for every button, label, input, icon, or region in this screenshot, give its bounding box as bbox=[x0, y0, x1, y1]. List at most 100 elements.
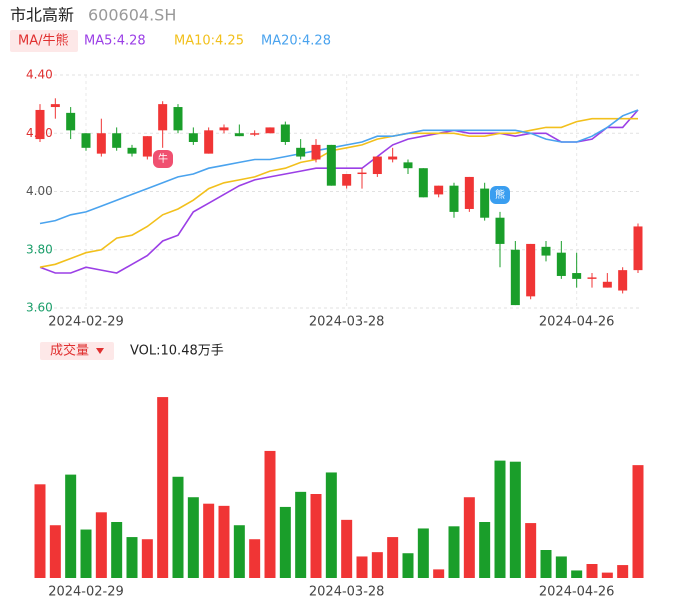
volume-bar bbox=[540, 550, 552, 578]
candle-body bbox=[510, 249, 520, 306]
y-tick-label: 4.00 bbox=[26, 184, 53, 198]
candle-body bbox=[602, 281, 612, 288]
candle-body bbox=[587, 277, 597, 279]
volume-bar bbox=[479, 522, 491, 578]
volume-bar bbox=[571, 570, 583, 578]
x-tick-label: 2024-02-29 bbox=[48, 315, 124, 330]
dropdown-arrow[interactable] bbox=[96, 348, 104, 354]
price-panel: 4.404.204.003.803.602024-02-292024-03-28… bbox=[26, 68, 643, 330]
volume-bar bbox=[141, 539, 153, 578]
candle-body bbox=[403, 162, 413, 169]
volume-bar bbox=[80, 529, 92, 578]
candle-body bbox=[449, 185, 459, 212]
volume-bar bbox=[203, 503, 215, 578]
candle-body bbox=[265, 127, 275, 134]
candle-body bbox=[234, 133, 244, 137]
candle-body bbox=[342, 174, 352, 186]
candle-body bbox=[526, 243, 536, 297]
volume-panel: 2024-02-29 2024-03-28 2024-04-26 bbox=[34, 397, 644, 600]
volume-bar bbox=[555, 556, 567, 578]
volume-bar bbox=[310, 494, 322, 578]
candle-body bbox=[280, 124, 290, 142]
volume-bar bbox=[65, 474, 77, 578]
bull-icon: 牛 bbox=[153, 150, 173, 168]
y-tick-label: 3.60 bbox=[26, 301, 53, 315]
volume-bar bbox=[632, 465, 644, 578]
candle-body bbox=[250, 133, 260, 135]
x-tick-label: 2024-03-28 bbox=[309, 585, 385, 600]
volume-bar bbox=[525, 523, 537, 578]
ma-line bbox=[39, 109, 639, 225]
candle-body bbox=[66, 112, 76, 131]
volume-bar bbox=[233, 525, 245, 578]
candle-body bbox=[35, 109, 45, 140]
x-tick-label: 2024-03-28 bbox=[309, 315, 385, 330]
candle-body bbox=[495, 217, 505, 244]
candle-body bbox=[112, 133, 122, 148]
volume-bar bbox=[172, 476, 184, 578]
candle-body bbox=[480, 188, 490, 218]
volume-bar bbox=[49, 525, 61, 578]
volume-bar bbox=[34, 484, 46, 578]
volume-bar bbox=[371, 552, 383, 578]
bull-label: 牛 bbox=[158, 152, 168, 165]
legend: MA5:4.28 MA10:4.25 MA20:4.28 bbox=[84, 34, 331, 49]
candle-body bbox=[372, 156, 382, 175]
volume-bar bbox=[126, 537, 138, 578]
volume-bar bbox=[494, 460, 506, 578]
candle-body bbox=[81, 133, 91, 148]
volume-bar bbox=[509, 461, 521, 578]
volume-value: VOL:10.48万手 bbox=[130, 344, 224, 359]
volume-bar bbox=[157, 397, 169, 578]
candle-body bbox=[572, 273, 582, 279]
volume-bar bbox=[586, 564, 598, 578]
candle-body bbox=[633, 226, 643, 271]
volume-bar bbox=[463, 497, 475, 578]
volume-bar bbox=[601, 572, 613, 578]
volume-tab-label[interactable]: 成交量 bbox=[50, 343, 89, 359]
volume-bar bbox=[249, 539, 261, 578]
volume-bar bbox=[387, 537, 399, 578]
candle-body bbox=[388, 156, 398, 160]
candle-body bbox=[204, 130, 214, 154]
candle-body bbox=[188, 133, 198, 142]
legend-entry: MA5:4.28 bbox=[84, 34, 146, 49]
legend-tab-label[interactable]: MA/牛熊 bbox=[18, 33, 69, 49]
candle-body bbox=[50, 104, 60, 108]
candle-body bbox=[127, 147, 137, 154]
y-tick-label: 3.80 bbox=[26, 242, 53, 256]
candle-body bbox=[541, 246, 551, 256]
stock-code: 600604.SH bbox=[88, 6, 176, 25]
volume-bar bbox=[95, 512, 107, 578]
candle-body bbox=[311, 144, 321, 160]
volume-bar bbox=[341, 519, 353, 578]
candle-body bbox=[173, 107, 183, 131]
volume-bar bbox=[402, 553, 414, 578]
volume-bar bbox=[111, 522, 123, 578]
volume-bar bbox=[448, 526, 460, 578]
candle-body bbox=[434, 185, 444, 195]
candle-body bbox=[96, 133, 106, 154]
candle-body bbox=[464, 176, 474, 209]
volume-bar bbox=[264, 450, 276, 578]
candle-body bbox=[618, 270, 628, 291]
bear-icon: 熊 bbox=[490, 186, 510, 204]
title: 市北高新 bbox=[10, 6, 74, 25]
legend-tab[interactable] bbox=[10, 30, 78, 52]
legend-entry: MA20:4.28 bbox=[261, 34, 331, 49]
candle-body bbox=[326, 144, 336, 186]
bear-label: 熊 bbox=[495, 188, 505, 201]
volume-bar bbox=[325, 472, 337, 578]
candle-body bbox=[556, 252, 566, 276]
volume-bar bbox=[433, 569, 445, 578]
volume-bar bbox=[295, 491, 307, 578]
volume-bar bbox=[279, 506, 291, 578]
candle-body bbox=[142, 136, 152, 157]
volume-bar bbox=[218, 505, 230, 578]
volume-tab[interactable] bbox=[40, 342, 114, 360]
x-tick-label: 2024-02-29 bbox=[48, 585, 124, 600]
x-tick-label: 2024-04-26 bbox=[539, 585, 615, 600]
volume-bar bbox=[356, 556, 368, 578]
x-tick-label: 2024-04-26 bbox=[539, 315, 615, 330]
